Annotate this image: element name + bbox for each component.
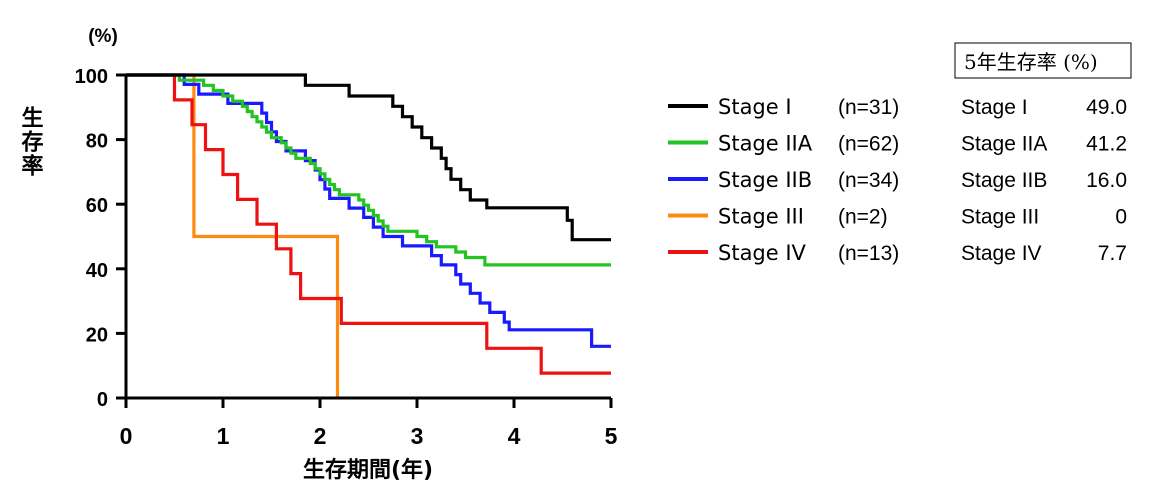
x-tick-label: 4: [508, 423, 521, 449]
legend-label: Stage IV: [718, 241, 807, 265]
legend-n-count: (n=31): [838, 96, 899, 119]
legend-label: Stage IIA: [718, 132, 813, 156]
legend-label: Stage III: [718, 205, 804, 229]
legend-n-count: (n=13): [838, 242, 899, 265]
y-tick-label: 60: [86, 195, 108, 217]
rate-row-value: 0: [1115, 206, 1127, 229]
rate-table-title: 5年生存率 (%): [964, 50, 1098, 74]
legend-label: Stage I: [718, 95, 792, 119]
plot-series-group: [126, 73, 611, 398]
rate-row-stage: Stage III: [961, 206, 1039, 229]
x-tick-label: 3: [411, 423, 424, 449]
survival-rate-table: 5年生存率 (%) Stage I 49.0 Stage IIA 41.2 Stage …: [954, 42, 1132, 265]
ticks-group: 0 1 2 3 4 5 0 20 40 60 80 100: [75, 66, 618, 449]
rate-row-value: 49.0: [1086, 96, 1127, 119]
series-line-stage-i: [126, 73, 611, 242]
series-line-stage-iia: [126, 73, 611, 267]
x-axis-title: 生存期間(年): [303, 457, 433, 483]
x-tick-label: 1: [217, 423, 230, 449]
legend-n-count: (n=34): [838, 169, 899, 192]
rate-row-value: 16.0: [1086, 169, 1127, 192]
series-line-stage-iib: [126, 73, 611, 348]
legend-label: Stage IIB: [718, 168, 812, 192]
rate-row-value: 7.7: [1098, 242, 1127, 265]
y-axis-title: 生存率: [18, 106, 44, 178]
y-tick-label: 80: [86, 131, 108, 153]
x-tick-label: 2: [314, 423, 327, 449]
y-tick-label: 20: [86, 324, 108, 346]
y-tick-label: 0: [97, 389, 108, 411]
y-unit-label: (%): [88, 26, 118, 47]
series-line-stage-iv: [126, 73, 611, 375]
rate-row-value: 41.2: [1086, 133, 1127, 156]
x-tick-label: 5: [605, 423, 618, 449]
rate-row-stage: Stage IIB: [961, 169, 1047, 192]
series-line-stage-iii: [126, 73, 340, 398]
legend: Stage I (n=31) Stage IIA (n=62) Stage IIB (n=…: [668, 95, 899, 265]
x-tick-label: 0: [120, 423, 133, 449]
axes-group: [124, 74, 611, 400]
rate-row-stage: Stage I: [961, 96, 1028, 119]
y-tick-label: 100: [75, 66, 108, 88]
rate-row-stage: Stage IIA: [961, 133, 1047, 156]
legend-n-count: (n=2): [838, 206, 888, 229]
rate-row-stage: Stage IV: [961, 242, 1042, 265]
y-tick-label: 40: [86, 260, 108, 282]
legend-n-count: (n=62): [838, 133, 899, 156]
rate-table-title-box: [954, 42, 1132, 79]
